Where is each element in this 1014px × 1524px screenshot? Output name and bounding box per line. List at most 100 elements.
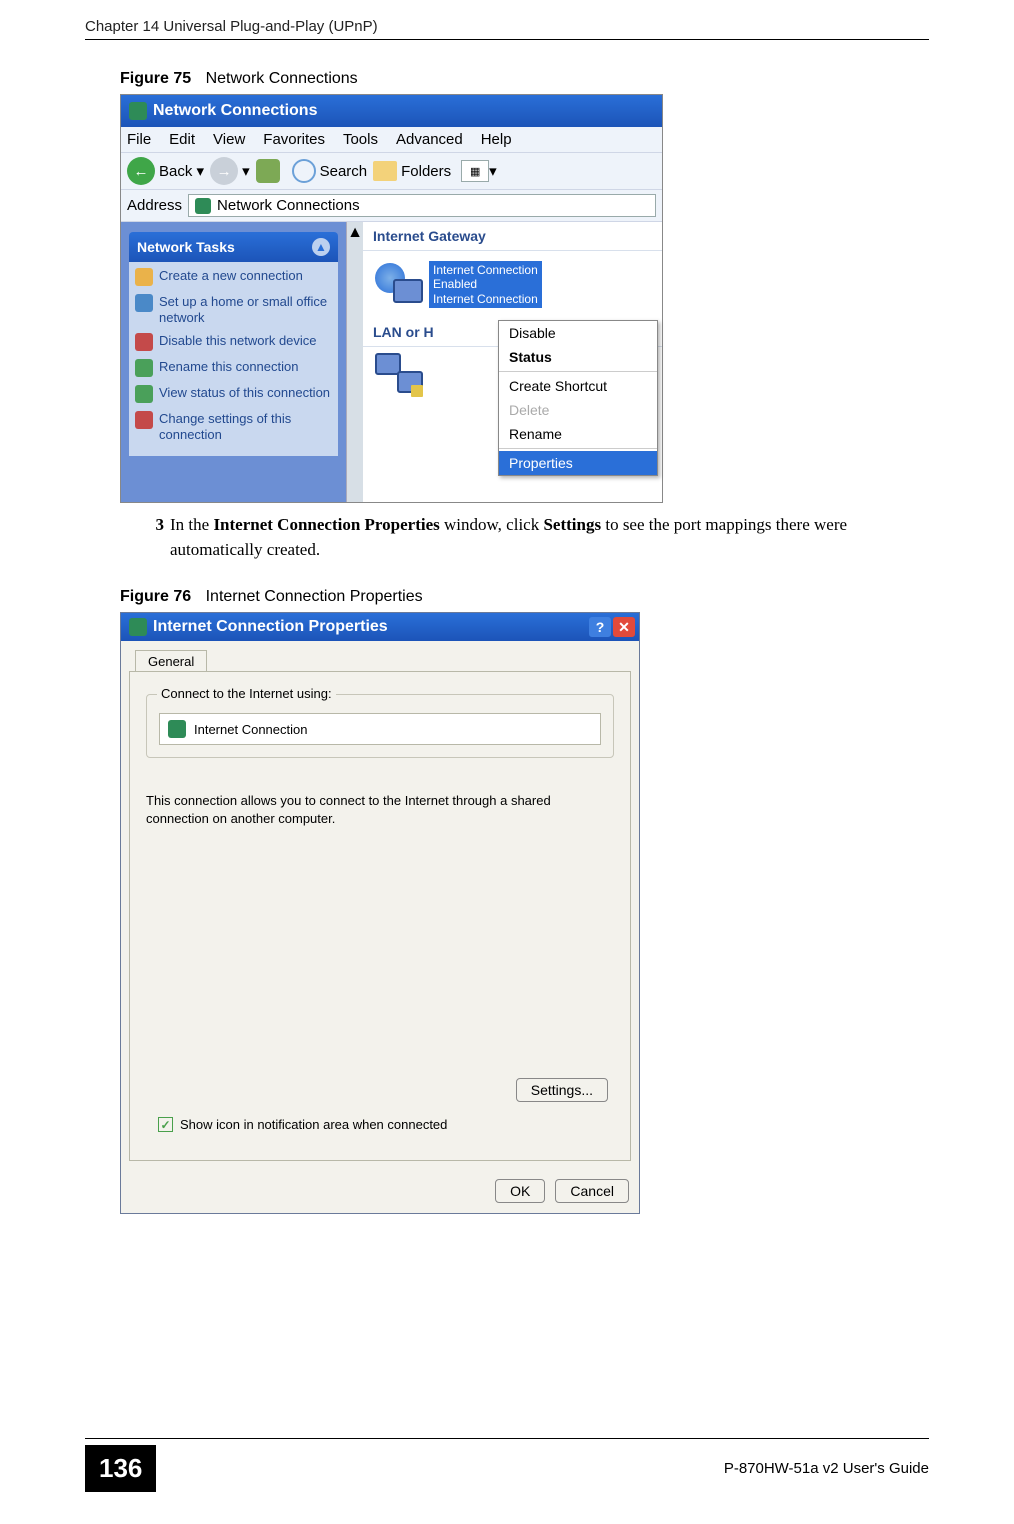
connect-using-group: Connect to the Internet using: Internet …: [146, 694, 614, 758]
task-icon: [135, 333, 153, 351]
step-text-a: In the: [170, 515, 213, 534]
task-create[interactable]: Create a new connection: [135, 268, 332, 286]
task-disable[interactable]: Disable this network device: [135, 333, 332, 351]
address-value: Network Connections: [217, 197, 360, 214]
internet-connection-item[interactable]: Internet Connection Enabled Internet Con…: [375, 261, 650, 308]
task-label: Rename this connection: [159, 359, 298, 375]
task-icon: [135, 268, 153, 286]
views-icon: ▦: [461, 160, 489, 182]
task-label: Create a new connection: [159, 268, 303, 284]
pane-area: Network Tasks ▲ Create a new connection …: [121, 222, 662, 502]
step-number: 3: [138, 513, 164, 538]
folders-label: Folders: [401, 163, 451, 180]
settings-button[interactable]: Settings...: [516, 1078, 608, 1102]
task-label: Set up a home or small office network: [159, 294, 332, 325]
ctx-properties[interactable]: Properties: [499, 451, 657, 475]
show-icon-row[interactable]: ✓ Show icon in notification area when co…: [158, 1117, 447, 1132]
task-change[interactable]: Change settings of this connection: [135, 411, 332, 442]
menu-tools[interactable]: Tools: [343, 131, 378, 148]
figure75-caption: Figure 75 Network Connections: [120, 70, 929, 88]
close-button[interactable]: ✕: [613, 617, 635, 637]
folders-button[interactable]: Folders: [373, 161, 451, 181]
header-rule: [85, 39, 929, 40]
ctx-shortcut[interactable]: Create Shortcut: [499, 374, 657, 398]
titlebar: Network Connections: [121, 95, 662, 127]
menu-view[interactable]: View: [213, 131, 245, 148]
ctx-disable[interactable]: Disable: [499, 321, 657, 345]
connection-name: Internet Connection: [194, 722, 307, 737]
ctx-delete: Delete: [499, 398, 657, 422]
menu-file[interactable]: File: [127, 131, 151, 148]
menu-favorites[interactable]: Favorites: [263, 131, 325, 148]
task-label: Disable this network device: [159, 333, 317, 349]
views-button[interactable]: ▦▾: [457, 160, 497, 182]
ok-button[interactable]: OK: [495, 1179, 545, 1203]
divider: [499, 448, 657, 449]
footer-body: 136 P-870HW-51a v2 User's Guide: [85, 1445, 929, 1492]
task-rename[interactable]: Rename this connection: [135, 359, 332, 377]
ic-line3: Internet Connection: [433, 292, 538, 306]
window-title: Network Connections: [153, 102, 317, 120]
chapter-title: Chapter 14 Universal Plug-and-Play (UPnP…: [85, 18, 378, 35]
footer: 136 P-870HW-51a v2 User's Guide: [85, 1438, 929, 1492]
figure75-label: Figure 75: [120, 70, 191, 87]
lock-icon: [411, 385, 423, 397]
guide-name: P-870HW-51a v2 User's Guide: [724, 1460, 929, 1477]
forward-button[interactable]: →▾: [210, 157, 250, 185]
checkbox-icon[interactable]: ✓: [158, 1117, 173, 1132]
main-pane: Internet Gateway Internet Connection Ena…: [363, 222, 662, 502]
content: Figure 75 Network Connections Network Co…: [120, 70, 929, 1214]
task-icon: [135, 359, 153, 377]
window-controls: ? ✕: [587, 617, 635, 637]
menu-help[interactable]: Help: [481, 131, 512, 148]
group-label: Connect to the Internet using:: [157, 686, 336, 701]
tasks-sidebar: Network Tasks ▲ Create a new connection …: [121, 222, 346, 502]
lan-icon: [375, 353, 423, 397]
figure76-label: Figure 76: [120, 588, 191, 605]
menubar: File Edit View Favorites Tools Advanced …: [121, 127, 662, 152]
group-lan-label: LAN or H: [373, 324, 434, 340]
ctx-rename[interactable]: Rename: [499, 422, 657, 446]
properties-dialog: Internet Connection Properties ? ✕ Gener…: [120, 612, 640, 1214]
tasks-header[interactable]: Network Tasks ▲: [129, 232, 338, 262]
connection-description: This connection allows you to connect to…: [146, 792, 614, 828]
ic-line1: Internet Connection: [433, 263, 538, 277]
group-internet-gateway: Internet Gateway: [363, 222, 662, 251]
task-status[interactable]: View status of this connection: [135, 385, 332, 403]
cancel-button[interactable]: Cancel: [555, 1179, 629, 1203]
dialog-body: General Connect to the Internet using: I…: [121, 641, 639, 1169]
search-button[interactable]: Search: [292, 159, 368, 183]
network-connections-window: Network Connections File Edit View Favor…: [120, 94, 663, 503]
up-button[interactable]: [256, 159, 286, 183]
task-icon: [135, 411, 153, 429]
context-menu: Disable Status Create Shortcut Delete Re…: [498, 320, 658, 476]
back-button[interactable]: ←Back ▾: [127, 157, 204, 185]
figure76-caption: Figure 76 Internet Connection Properties: [120, 588, 929, 606]
dialog-buttons: OK Cancel: [121, 1169, 639, 1213]
step-text-b: window, click: [440, 515, 544, 534]
step-bold-b: Settings: [543, 515, 601, 534]
folders-icon: [373, 161, 397, 181]
step-3-text: 3In the Internet Connection Properties w…: [170, 513, 899, 562]
footer-rule: [85, 1438, 929, 1439]
dialog-title-left: Internet Connection Properties: [129, 618, 388, 636]
help-button[interactable]: ?: [589, 617, 611, 637]
connection-box[interactable]: Internet Connection: [159, 713, 601, 745]
step-bold-a: Internet Connection Properties: [213, 515, 439, 534]
task-label: View status of this connection: [159, 385, 330, 401]
chevron-up-icon: ▲: [312, 238, 330, 256]
task-setup[interactable]: Set up a home or small office network: [135, 294, 332, 325]
back-icon: ←: [127, 157, 155, 185]
address-input[interactable]: Network Connections: [188, 194, 656, 217]
ctx-status[interactable]: Status: [499, 345, 657, 369]
sidebar-scrollbar[interactable]: ▲: [346, 222, 363, 502]
menu-advanced[interactable]: Advanced: [396, 131, 463, 148]
menu-edit[interactable]: Edit: [169, 131, 195, 148]
tab-general[interactable]: General: [135, 650, 207, 672]
back-label: Back: [159, 163, 192, 180]
dialog-titlebar: Internet Connection Properties ? ✕: [121, 613, 639, 641]
task-icon: [135, 294, 153, 312]
divider: [499, 371, 657, 372]
connection-icon: [168, 720, 186, 738]
monitor-icon: [393, 279, 423, 303]
